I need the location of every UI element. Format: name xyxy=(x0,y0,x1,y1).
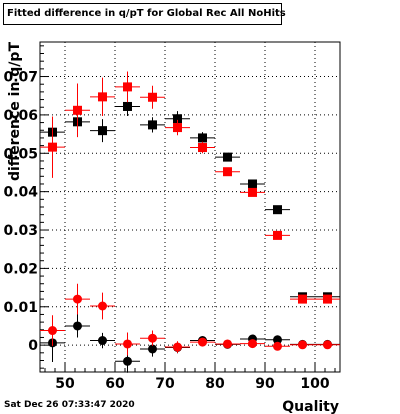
x-tick-label: 60 xyxy=(105,376,125,392)
plot-frame xyxy=(39,41,341,373)
y-tick-label: 0.05 xyxy=(3,146,38,162)
y-tick-label: 0 xyxy=(28,338,38,354)
data-point-square xyxy=(298,294,307,304)
data-point-square xyxy=(323,294,332,304)
data-point-square xyxy=(273,230,282,240)
data-point-circle xyxy=(123,339,132,349)
data-point-square xyxy=(148,92,157,102)
x-tick-label: 100 xyxy=(300,376,329,392)
data-point-circle xyxy=(298,340,307,350)
data-point-square xyxy=(123,82,132,92)
data-point-circle xyxy=(148,344,157,354)
data-point-circle xyxy=(48,326,57,336)
data-point-circle xyxy=(148,333,157,343)
data-point-circle xyxy=(273,341,282,351)
data-point-circle xyxy=(223,339,232,349)
x-tick-label: 90 xyxy=(255,376,275,392)
x-tick-label: 50 xyxy=(55,376,75,392)
chart-title: Fitted difference in q/pT for Global Rec… xyxy=(3,3,286,25)
data-point-square xyxy=(273,205,282,215)
y-tick-label: 0.02 xyxy=(3,261,38,277)
date-stamp: Sat Dec 26 07:33:47 2020 xyxy=(4,400,135,410)
axis-ticks: 50 60 70 80 90 100 0 0.01 0.02 0.03 0.04 0.05 0.06 0.… xyxy=(3,45,336,392)
data-point-circle xyxy=(98,336,107,346)
x-tick-label: 70 xyxy=(155,376,175,392)
y-tick-label: 0.04 xyxy=(3,185,38,201)
data-points xyxy=(40,71,340,373)
data-point-square xyxy=(248,187,257,197)
x-axis-label: Quality xyxy=(282,399,339,414)
data-point-square xyxy=(173,114,182,124)
data-point-circle xyxy=(98,301,107,311)
data-point-square xyxy=(248,179,257,189)
data-point-square xyxy=(98,126,107,136)
data-point-circle xyxy=(248,339,257,349)
data-point-square xyxy=(198,133,207,143)
y-tick-label: 0.03 xyxy=(3,223,38,239)
data-point-square xyxy=(48,142,57,152)
x-tick-label: 80 xyxy=(205,376,225,392)
y-tick-label: 0.06 xyxy=(3,108,38,124)
data-point-circle xyxy=(123,356,132,366)
data-point-circle xyxy=(323,340,332,350)
data-point-square xyxy=(123,101,132,111)
data-point-square xyxy=(223,167,232,177)
y-tick-label: 0.07 xyxy=(3,70,38,86)
data-point-circle xyxy=(73,321,82,331)
data-point-square xyxy=(198,143,207,153)
y-axis-label: difference in q/pT xyxy=(7,42,23,181)
data-point-circle xyxy=(73,294,82,304)
data-point-circle xyxy=(273,335,282,345)
data-point-square xyxy=(223,152,232,162)
data-point-square xyxy=(73,105,82,115)
data-point-square xyxy=(98,92,107,102)
data-point-square xyxy=(173,123,182,133)
y-tick-label: 0.01 xyxy=(3,300,38,316)
data-point-circle xyxy=(173,342,182,352)
data-point-square xyxy=(148,120,157,130)
data-point-circle xyxy=(198,337,207,347)
